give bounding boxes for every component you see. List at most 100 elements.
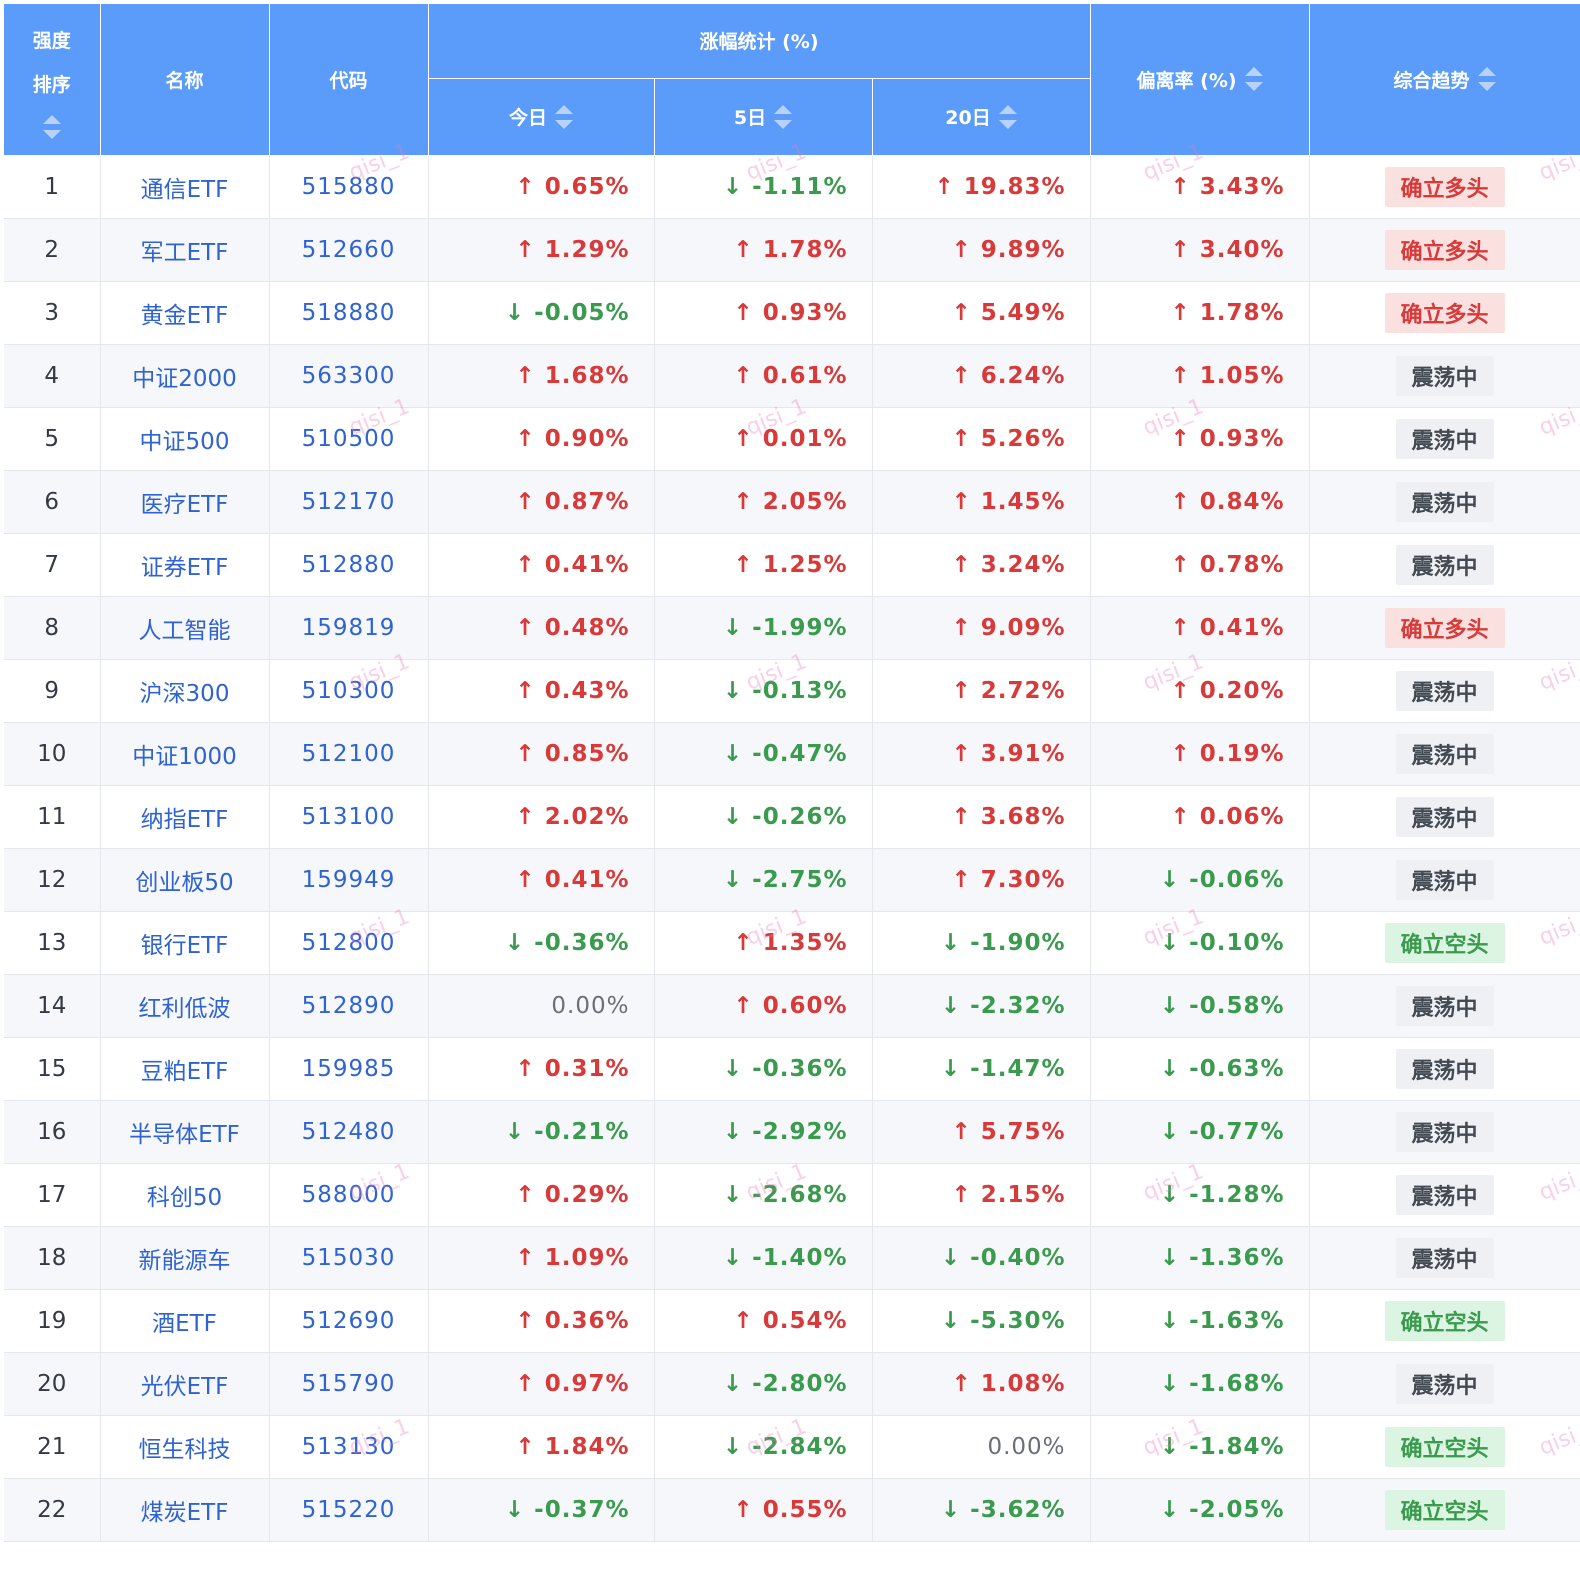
- sort-icon[interactable]: [1477, 67, 1496, 92]
- etf-name-link[interactable]: 通信ETF: [100, 155, 270, 219]
- five-day-change-cell: ↑ 0.55%: [654, 1478, 873, 1542]
- sort-icon[interactable]: [555, 104, 573, 129]
- deviation-cell: ↑ 3.40%: [1090, 218, 1310, 282]
- etf-code-link[interactable]: 515220: [269, 1478, 429, 1542]
- etf-code-link[interactable]: 512690: [269, 1289, 429, 1353]
- etf-name-link[interactable]: 医疗ETF: [100, 470, 270, 534]
- rank-cell: 22: [4, 1478, 101, 1542]
- table-row[interactable]: 12 创业板50 159949 ↑ 0.41% ↓ -2.75% ↑ 7.30% ↓ -0.…: [4, 848, 1580, 912]
- etf-name-link[interactable]: 新能源车: [100, 1226, 270, 1290]
- rank-cell: 14: [4, 974, 101, 1038]
- trend-badge: 震荡中: [1395, 796, 1494, 837]
- table-row[interactable]: 10 中证1000 512100 ↑ 0.85% ↓ -0.47% ↑ 3.91% ↑ 0.…: [4, 722, 1580, 786]
- table-row[interactable]: 17 科创50 588000 ↑ 0.29% ↓ -2.68% ↑ 2.15% ↓ -1.2…: [4, 1163, 1580, 1227]
- table-row[interactable]: 3 黄金ETF 518880 ↓ -0.05% ↑ 0.93% ↑ 5.49% ↑ 1.78…: [4, 281, 1580, 345]
- etf-code-link[interactable]: 512170: [269, 470, 429, 534]
- header-20d[interactable]: 20日: [872, 78, 1091, 156]
- today-change-cell: ↑ 0.36%: [428, 1289, 655, 1353]
- etf-code-link[interactable]: 512480: [269, 1100, 429, 1164]
- header-rank[interactable]: 强度 排序: [4, 4, 101, 156]
- etf-code-link[interactable]: 159985: [269, 1037, 429, 1101]
- table-row[interactable]: 19 酒ETF 512690 ↑ 0.36% ↑ 0.54% ↓ -5.30% ↓ -1.6…: [4, 1289, 1580, 1353]
- table-row[interactable]: 13 银行ETF 512800 ↓ -0.36% ↑ 1.35% ↓ -1.90% ↓ -0…: [4, 911, 1580, 975]
- table-row[interactable]: 9 沪深300 510300 ↑ 0.43% ↓ -0.13% ↑ 2.72% ↑ 0.20…: [4, 659, 1580, 723]
- table-row[interactable]: 21 恒生科技 513130 ↑ 1.84% ↓ -2.84% 0.00% ↓ -1.84%…: [4, 1415, 1580, 1479]
- etf-code-link[interactable]: 513130: [269, 1415, 429, 1479]
- etf-name-link[interactable]: 煤炭ETF: [100, 1478, 270, 1542]
- deviation-cell: ↓ -0.77%: [1090, 1100, 1310, 1164]
- etf-code-link[interactable]: 512800: [269, 911, 429, 975]
- etf-code-link[interactable]: 515880: [269, 155, 429, 219]
- etf-name-link[interactable]: 光伏ETF: [100, 1352, 270, 1416]
- etf-code-link[interactable]: 515030: [269, 1226, 429, 1290]
- table-row[interactable]: 8 人工智能 159819 ↑ 0.48% ↓ -1.99% ↑ 9.09% ↑ 0.41%…: [4, 596, 1580, 660]
- today-change-cell: ↑ 1.29%: [428, 218, 655, 282]
- etf-name-link[interactable]: 酒ETF: [100, 1289, 270, 1353]
- etf-code-link[interactable]: 510300: [269, 659, 429, 723]
- etf-name-link[interactable]: 军工ETF: [100, 218, 270, 282]
- rank-cell: 9: [4, 659, 101, 723]
- etf-code-link[interactable]: 518880: [269, 281, 429, 345]
- table-row[interactable]: 18 新能源车 515030 ↑ 1.09% ↓ -1.40% ↓ -0.40% ↓ -1.…: [4, 1226, 1580, 1290]
- etf-code-link[interactable]: 563300: [269, 344, 429, 408]
- etf-name-link[interactable]: 创业板50: [100, 848, 270, 912]
- trend-cell: 震荡中: [1309, 470, 1580, 534]
- trend-badge: 震荡中: [1395, 733, 1494, 774]
- trend-badge: 震荡中: [1395, 1363, 1494, 1404]
- etf-code-link[interactable]: 159819: [269, 596, 429, 660]
- today-change-cell: ↓ -0.37%: [428, 1478, 655, 1542]
- etf-name-link[interactable]: 中证2000: [100, 344, 270, 408]
- trend-cell: 震荡中: [1309, 1100, 1580, 1164]
- header-trend[interactable]: 综合趋势: [1309, 4, 1580, 156]
- sort-icon[interactable]: [1244, 67, 1263, 92]
- twenty-day-change-cell: 0.00%: [872, 1415, 1091, 1479]
- trend-badge: 震荡中: [1395, 985, 1494, 1026]
- table-row[interactable]: 5 中证500 510500 ↑ 0.90% ↑ 0.01% ↑ 5.26% ↑ 0.93%…: [4, 407, 1580, 471]
- etf-name-link[interactable]: 纳指ETF: [100, 785, 270, 849]
- table-row[interactable]: 16 半导体ETF 512480 ↓ -0.21% ↓ -2.92% ↑ 5.75% ↓ -…: [4, 1100, 1580, 1164]
- etf-name-link[interactable]: 中证1000: [100, 722, 270, 786]
- five-day-change-cell: ↓ -2.80%: [654, 1352, 873, 1416]
- etf-name-link[interactable]: 证券ETF: [100, 533, 270, 597]
- etf-name-link[interactable]: 银行ETF: [100, 911, 270, 975]
- header-5d[interactable]: 5日: [654, 78, 873, 156]
- etf-name-link[interactable]: 沪深300: [100, 659, 270, 723]
- etf-name-link[interactable]: 半导体ETF: [100, 1100, 270, 1164]
- table-row[interactable]: 14 红利低波 512890 0.00% ↑ 0.60% ↓ -2.32% ↓ -0.58%…: [4, 974, 1580, 1038]
- etf-name-link[interactable]: 科创50: [100, 1163, 270, 1227]
- trend-cell: 震荡中: [1309, 533, 1580, 597]
- table-row[interactable]: 1 通信ETF 515880 ↑ 0.65% ↓ -1.11% ↑ 19.83% ↑ 3.4…: [4, 155, 1580, 219]
- etf-name-link[interactable]: 豆粕ETF: [100, 1037, 270, 1101]
- etf-code-link[interactable]: 513100: [269, 785, 429, 849]
- etf-code-link[interactable]: 588000: [269, 1163, 429, 1227]
- table-row[interactable]: 22 煤炭ETF 515220 ↓ -0.37% ↑ 0.55% ↓ -3.62% ↓ -2…: [4, 1478, 1580, 1542]
- today-change-cell: 0.00%: [428, 974, 655, 1038]
- table-row[interactable]: 2 军工ETF 512660 ↑ 1.29% ↑ 1.78% ↑ 9.89% ↑ 3.40%…: [4, 218, 1580, 282]
- deviation-cell: ↑ 0.78%: [1090, 533, 1310, 597]
- etf-name-link[interactable]: 中证500: [100, 407, 270, 471]
- sort-icon[interactable]: [42, 115, 61, 140]
- etf-name-link[interactable]: 人工智能: [100, 596, 270, 660]
- etf-name-link[interactable]: 黄金ETF: [100, 281, 270, 345]
- table-row[interactable]: 4 中证2000 563300 ↑ 1.68% ↑ 0.61% ↑ 6.24% ↑ 1.05…: [4, 344, 1580, 408]
- today-change-cell: ↑ 1.84%: [428, 1415, 655, 1479]
- etf-code-link[interactable]: 159949: [269, 848, 429, 912]
- table-row[interactable]: 6 医疗ETF 512170 ↑ 0.87% ↑ 2.05% ↑ 1.45% ↑ 0.84%…: [4, 470, 1580, 534]
- table-row[interactable]: 7 证券ETF 512880 ↑ 0.41% ↑ 1.25% ↑ 3.24% ↑ 0.78%…: [4, 533, 1580, 597]
- etf-code-link[interactable]: 512890: [269, 974, 429, 1038]
- etf-code-link[interactable]: 512100: [269, 722, 429, 786]
- sort-icon[interactable]: [998, 104, 1017, 129]
- etf-name-link[interactable]: 恒生科技: [100, 1415, 270, 1479]
- header-deviation[interactable]: 偏离率 (%): [1090, 4, 1310, 156]
- table-row[interactable]: 11 纳指ETF 513100 ↑ 2.02% ↓ -0.26% ↑ 3.68% ↑ 0.0…: [4, 785, 1580, 849]
- table-row[interactable]: 15 豆粕ETF 159985 ↑ 0.31% ↓ -0.36% ↓ -1.47% ↓ -0…: [4, 1037, 1580, 1101]
- etf-code-link[interactable]: 512880: [269, 533, 429, 597]
- etf-code-link[interactable]: 515790: [269, 1352, 429, 1416]
- etf-code-link[interactable]: 512660: [269, 218, 429, 282]
- header-today[interactable]: 今日: [428, 78, 655, 156]
- sort-icon[interactable]: [774, 104, 793, 129]
- etf-name-link[interactable]: 红利低波: [100, 974, 270, 1038]
- table-row[interactable]: 20 光伏ETF 515790 ↑ 0.97% ↓ -2.80% ↑ 1.08% ↓ -1.…: [4, 1352, 1580, 1416]
- header-5d-label: 5日: [733, 107, 767, 129]
- etf-code-link[interactable]: 510500: [269, 407, 429, 471]
